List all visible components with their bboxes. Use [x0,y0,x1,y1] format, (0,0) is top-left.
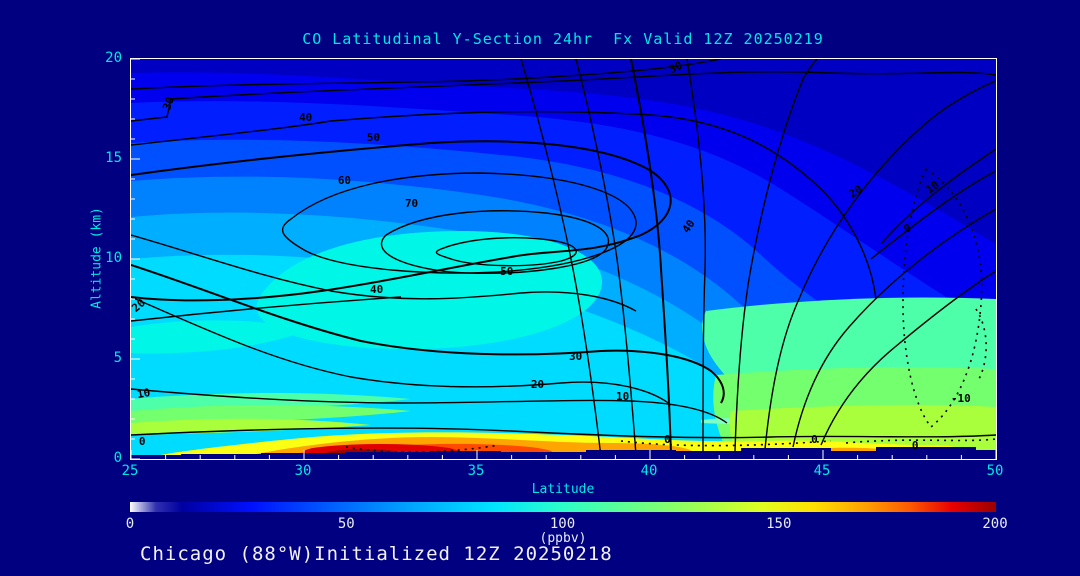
y-tick-label: 15 [105,150,122,166]
contour-label: 40 [299,111,313,124]
x-tick-label: 30 [294,463,312,479]
footer-station-init-text: Chicago (88°W)Initialized 12Z 20250218 [140,543,613,565]
contour-label: 20 [530,378,545,391]
x-tick-label: 45 [813,463,831,479]
contour-lines [131,59,996,458]
axis-ticks [131,59,996,459]
colorbar-tick-label: 100 [549,516,576,532]
contour-lines-dotted [345,167,996,453]
colorbar-tick-label: 150 [766,516,792,532]
y-tick-label: 0 [113,450,122,466]
x-tick-label: 40 [640,463,658,479]
contour-label: 50 [500,265,514,278]
y-tick-label: 5 [113,350,122,366]
contour-label: 0 [664,433,671,446]
contour-label: 50 [366,131,381,144]
colorbar-tick-label: 200 [982,516,1008,532]
x-tick-label: 25 [121,463,139,479]
colorbar-tick-label: 0 [125,516,135,532]
contour-label: 0 [811,433,818,446]
contour-label: 10 [616,390,630,403]
contour-label: 0 [138,435,146,448]
plot-area: 30 40 50 60 70 30 40 20 10 0 20 50 40 30 20 10 10 0 0 0 0 -10 [129,58,997,460]
contour-label: -10 [950,392,971,405]
colorbar-tick-label: 50 [337,516,355,532]
colorbar-units-label: (ppbv) [539,531,587,546]
contour-label: 10 [136,385,152,402]
contour-label: 40 [370,283,384,296]
contour-label: 0 [911,439,919,452]
chart-title: CO Latitudinal Y-Section 24hr Fx Valid 1… [302,30,824,48]
x-tick-label: 35 [467,463,485,479]
x-tick-label: 50 [986,463,1004,479]
x-axis-title: Latitude [531,482,595,497]
terrain-mask [131,447,996,459]
contour-field-svg [131,59,996,459]
contour-label: 60 [337,174,352,187]
contour-label: 70 [404,197,419,210]
y-tick-label: 10 [105,250,122,266]
contour-label: 30 [568,350,583,363]
y-tick-label: 20 [105,50,122,66]
colorbar [130,502,996,512]
